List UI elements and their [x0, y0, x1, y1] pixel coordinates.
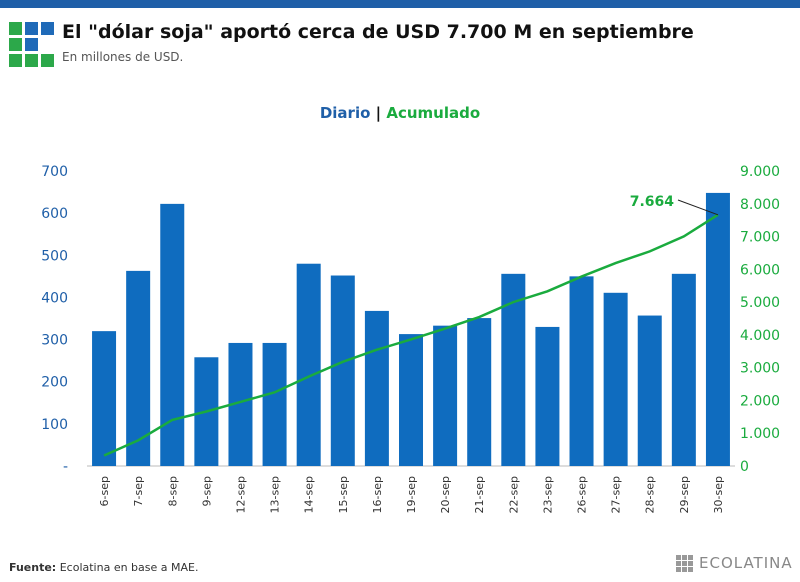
right-tick-label: 7.000: [740, 230, 780, 246]
right-tick-label: 0: [740, 459, 749, 475]
left-tick-label: 600: [41, 206, 68, 222]
x-tick-label: 29-sep: [678, 476, 691, 513]
right-tick-label: 1.000: [740, 426, 780, 442]
right-tick-label: 4.000: [740, 328, 780, 344]
legend-daily: Diario: [319, 104, 371, 122]
left-tick-label: 100: [41, 417, 68, 433]
bar-30-sep: [705, 192, 730, 466]
x-tick-label: 6-sep: [98, 476, 111, 506]
left-tick-label: 400: [41, 290, 68, 306]
source-note: Fuente: Ecolatina en base a MAE.: [9, 561, 198, 574]
right-tick-label: 8.000: [740, 197, 780, 213]
x-tick-label: 15-sep: [337, 476, 350, 513]
source-label: Fuente:: [9, 561, 57, 574]
annotation-leader: [677, 199, 719, 216]
bar-21-sep: [467, 318, 492, 466]
legend-separator: |: [375, 104, 382, 122]
legend: Diario | Acumulado: [0, 104, 800, 122]
bar-14-sep: [296, 263, 321, 466]
bar-8-sep: [160, 203, 185, 466]
x-tick-label: 23-sep: [541, 476, 554, 513]
left-tick-label: 700: [41, 164, 68, 180]
legend-cumulative: Acumulado: [386, 104, 481, 122]
right-tick-label: 9.000: [740, 164, 780, 180]
bar-20-sep: [433, 325, 458, 466]
bar-26-sep: [569, 276, 594, 466]
x-tick-label: 30-sep: [712, 476, 725, 513]
bar-6-sep: [92, 331, 117, 466]
annotation-label: 7.664: [630, 194, 675, 210]
right-tick-label: 3.000: [740, 361, 780, 377]
x-tick-label: 13-sep: [269, 476, 282, 513]
bar-27-sep: [603, 292, 628, 466]
brand-name: ECOLATINA: [699, 554, 793, 572]
bar-29-sep: [671, 273, 696, 466]
left-tick-label: 200: [41, 375, 68, 391]
x-tick-label: 16-sep: [371, 476, 384, 513]
top-bar: [0, 0, 800, 8]
x-tick-label: 20-sep: [439, 476, 452, 513]
source-text: Ecolatina en base a MAE.: [56, 561, 199, 574]
bar-19-sep: [399, 334, 423, 466]
x-tick-label: 26-sep: [576, 476, 589, 513]
logo-icon: [9, 22, 54, 70]
brand-grid-icon: [676, 554, 693, 572]
x-tick-label: 22-sep: [507, 476, 520, 513]
chart-title: El "dólar soja" aportó cerca de USD 7.70…: [62, 21, 694, 43]
bar-23-sep: [535, 326, 560, 466]
x-tick-label: 12-sep: [234, 476, 247, 513]
x-tick-label: 28-sep: [644, 476, 657, 513]
x-tick-label: 14-sep: [303, 476, 316, 513]
bar-13-sep: [262, 342, 287, 466]
brand-logo: ECOLATINA: [676, 554, 793, 572]
right-tick-label: 5.000: [740, 295, 780, 311]
right-tick-label: 2.000: [740, 393, 780, 409]
left-tick-label: 300: [41, 333, 68, 349]
x-tick-label: 21-sep: [473, 476, 486, 513]
left-tick-label: -: [63, 459, 68, 475]
bar-28-sep: [637, 315, 662, 466]
bar-16-sep: [364, 310, 389, 466]
left-tick-label: 500: [41, 248, 68, 264]
right-tick-label: 6.000: [740, 262, 780, 278]
x-tick-label: 19-sep: [405, 476, 418, 513]
bar-7-sep: [126, 270, 151, 466]
x-tick-label: 27-sep: [610, 476, 623, 513]
bar-15-sep: [330, 275, 355, 466]
x-tick-label: 8-sep: [166, 476, 179, 506]
x-tick-label: 7-sep: [132, 476, 145, 506]
x-tick-label: 9-sep: [200, 476, 213, 506]
chart-subtitle: En millones de USD.: [62, 50, 184, 64]
